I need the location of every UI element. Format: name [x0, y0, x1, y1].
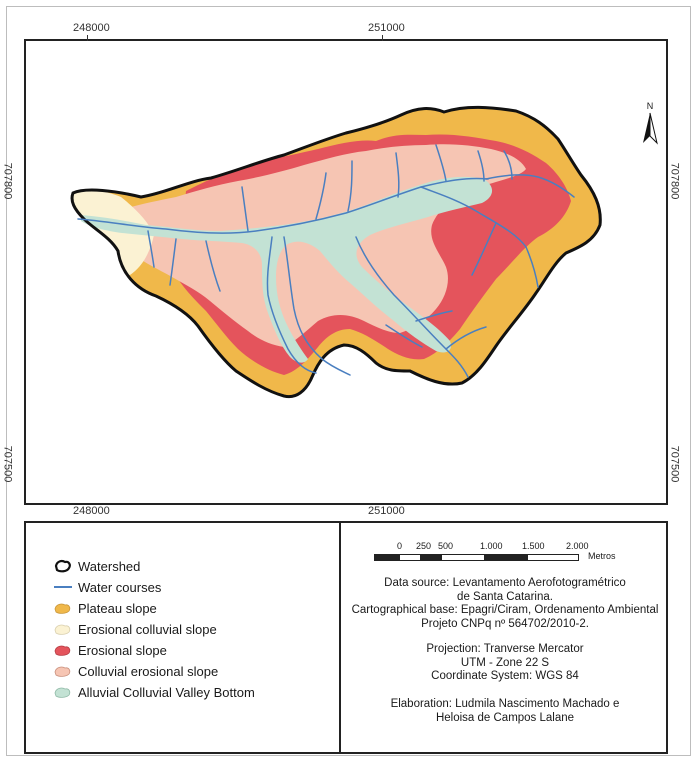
legend-label: Colluvial erosional slope: [78, 663, 219, 679]
east-branch-2: [485, 174, 575, 198]
legend-item-colluvial-erosional: Colluvial erosional slope: [54, 662, 218, 680]
trib-8: [147, 230, 155, 268]
erosional-slope-swatch: [54, 643, 72, 657]
scale-segment-3: [420, 554, 442, 561]
projection-line-1: Projection: Tranverse Mercator: [426, 643, 584, 655]
coord-bottom-center: 251000: [368, 505, 405, 517]
elaboration-line-1: Elaboration: Ludmila Nascimento Machado …: [390, 698, 620, 710]
legend-item-water-courses: Water courses: [54, 578, 161, 596]
scale-label-1500: 1.500: [522, 541, 545, 551]
legend-label: Watershed: [78, 558, 141, 574]
south-west-branch: [266, 236, 317, 374]
scale-label-250: 250: [416, 541, 432, 551]
coord-left-upper: 707800: [1, 162, 14, 200]
figure-border: [6, 6, 691, 756]
legend-divider: [339, 523, 341, 752]
trib-5: [435, 144, 447, 182]
trib-13: [385, 324, 423, 348]
scale-segment-5: [484, 554, 528, 561]
water-course-line-icon: [54, 580, 72, 594]
coord-left-lower: 707500: [1, 445, 14, 483]
watershed-map: [70, 105, 602, 399]
alluvial-valley-region: [81, 176, 493, 363]
elaboration-text: Elaboration: Ludmila Nascimento Machado …: [346, 698, 664, 725]
scale-bar: 0 250 500 1.000 1.500 2.000 Metros: [374, 541, 616, 571]
trib-6: [477, 150, 485, 182]
tick-top-center: [382, 35, 383, 41]
scale-label-2000: 2.000: [566, 541, 589, 551]
coord-top-center: 251000: [368, 22, 405, 34]
tick-top-left: [87, 35, 88, 41]
erosional-colluvial-region: [72, 190, 154, 275]
legend-item-alluvial-valley: Alluvial Colluvial Valley Bottom: [54, 683, 255, 701]
trib-10: [205, 240, 221, 292]
watershed-outline-icon: [54, 559, 72, 573]
legend-label: Erosional colluvial slope: [78, 621, 217, 637]
south-west-branch-2: [283, 236, 351, 376]
trib-12: [445, 326, 487, 350]
trib-1: [241, 186, 249, 232]
legend-item-plateau-slope: Plateau slope: [54, 599, 157, 617]
cart-base-line-1: Cartographical base: Epagri/Ciram, Orden…: [351, 604, 659, 616]
data-source-text: Data source: Levantamento Aerofotogramét…: [346, 577, 664, 631]
trib-4: [395, 152, 400, 198]
plateau-slope-swatch: [54, 601, 72, 615]
trib-14: [525, 246, 539, 288]
cart-base-line-2: Projeto CNPq nº 564702/2010-2.: [421, 617, 589, 630]
coord-right-lower: 707500: [668, 445, 681, 483]
coord-bottom-left: 248000: [73, 505, 110, 517]
north-label: N: [646, 101, 654, 111]
trib-3: [347, 160, 353, 212]
projection-line-2: UTM - Zone 22 S: [460, 656, 550, 669]
trib-7: [503, 150, 513, 180]
trib-11: [415, 310, 453, 322]
scale-label-500: 500: [438, 541, 454, 551]
legend-frame: Watershed Water courses Plateau slope Er…: [24, 521, 668, 754]
projection-line-3: Coordinate System: WGS 84: [431, 670, 579, 682]
legend-item-erosional-colluvial: Erosional colluvial slope: [54, 620, 217, 638]
alluvial-valley-swatch: [54, 685, 72, 699]
projection-text: Projection: Tranverse Mercator UTM - Zon…: [346, 643, 664, 684]
watershed-boundary: [70, 105, 602, 399]
legend-label: Erosional slope: [78, 642, 167, 658]
east-branch: [420, 186, 527, 248]
legend-label: Alluvial Colluvial Valley Bottom: [78, 684, 255, 700]
water-courses: [77, 144, 575, 378]
scale-segment-6: [527, 554, 579, 561]
scale-unit: Metros: [588, 551, 616, 561]
erosional-colluvial-swatch: [54, 622, 72, 636]
coord-top-left: 248000: [73, 22, 110, 34]
scale-segment-1: [374, 554, 400, 561]
scale-segment-4: [441, 554, 485, 561]
data-source-line-1: Data source: Levantamento Aerofotogramét…: [384, 577, 626, 589]
data-source-line-2: de Santa Catarina.: [457, 590, 553, 603]
legend-item-watershed: Watershed: [54, 557, 140, 575]
scale-label-0: 0: [397, 541, 403, 551]
north-arrow-icon: [643, 112, 658, 145]
legend-label: Plateau slope: [78, 600, 157, 616]
legend-item-erosional-slope: Erosional slope: [54, 641, 167, 659]
south-branch: [355, 236, 469, 378]
legend-label: Water courses: [78, 579, 162, 595]
scale-label-1000: 1.000: [480, 541, 503, 551]
trib-2: [315, 172, 327, 220]
map-frame: N: [24, 35, 668, 505]
elaboration-line-2: Heloisa de Campos Lalane: [435, 711, 575, 724]
main-river: [77, 177, 489, 234]
north-arrow: N: [638, 101, 662, 145]
scale-segment-2: [399, 554, 421, 561]
colluvial-erosional-swatch: [54, 664, 72, 678]
coord-right-upper: 707800: [668, 162, 681, 200]
trib-9: [169, 238, 177, 286]
trib-15: [471, 222, 497, 276]
